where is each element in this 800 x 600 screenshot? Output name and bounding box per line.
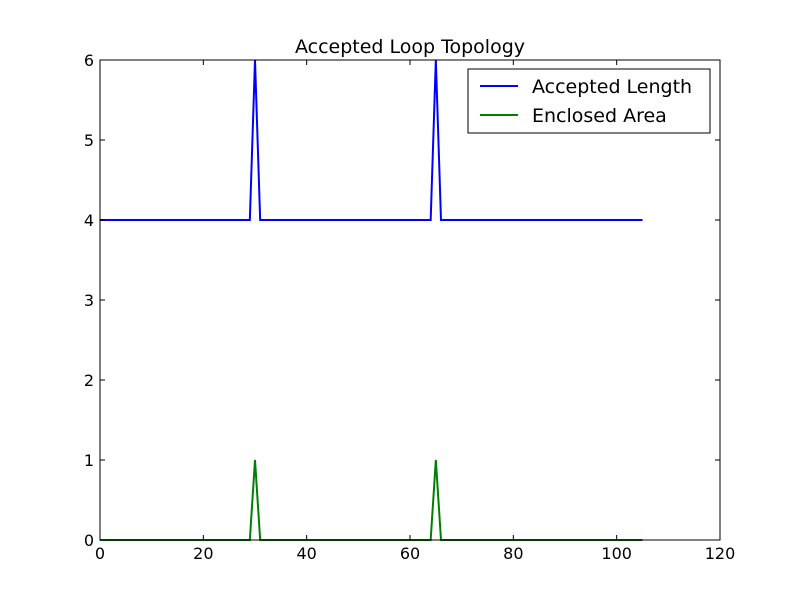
y-tick-label: 3: [84, 291, 94, 310]
x-tick-label: 40: [296, 544, 316, 563]
y-tick-label: 0: [84, 531, 94, 550]
axis-ticks: 0 20 40 60 80 100 120 0 1 2 3 4 5 6: [84, 51, 735, 563]
x-tick-label: 120: [705, 544, 736, 563]
legend-box: [467, 68, 711, 134]
y-tick-label: 6: [84, 51, 94, 70]
x-tick-label: 80: [503, 544, 523, 563]
x-tick-label: 60: [400, 544, 420, 563]
x-tick-label: 100: [601, 544, 632, 563]
x-tick-label: 0: [95, 544, 105, 563]
y-tick-label: 4: [84, 211, 94, 230]
legend: Accepted Length Enclosed Area: [467, 68, 711, 134]
chart-title: Accepted Loop Topology: [295, 36, 525, 58]
legend-label-accepted-length: Accepted Length: [532, 76, 692, 98]
plot-frame: [99, 59, 721, 541]
legend-label-enclosed-area: Enclosed Area: [532, 105, 667, 127]
y-tick-label: 5: [84, 131, 94, 150]
x-tick-label: 20: [193, 544, 213, 563]
y-tick-label: 2: [84, 371, 94, 390]
series-line-accepted-length: [100, 59, 643, 221]
y-tick-label: 1: [84, 451, 94, 470]
